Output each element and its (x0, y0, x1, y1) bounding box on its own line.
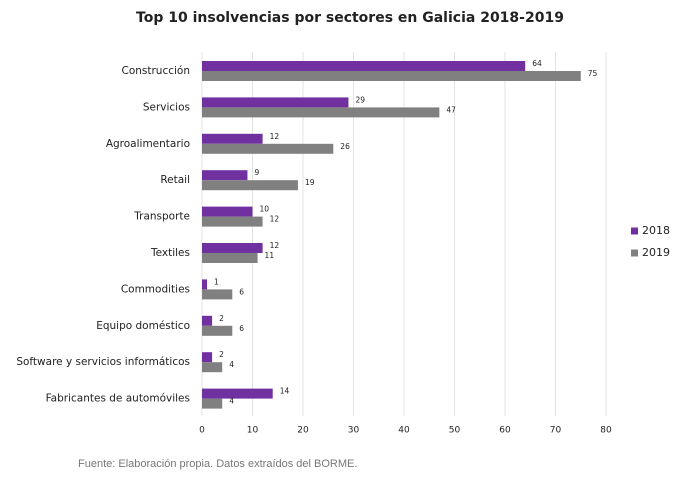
y-tick-label: Equipo doméstico (96, 320, 190, 332)
bar (202, 398, 223, 409)
bar (202, 279, 208, 290)
x-tick-label: 30 (348, 426, 360, 436)
x-tick-label: 70 (550, 426, 562, 436)
bar (202, 243, 263, 253)
bar (202, 315, 213, 326)
data-label: 1 (214, 277, 219, 286)
bar (202, 362, 223, 373)
bar (202, 143, 334, 154)
data-label: 19 (305, 178, 315, 187)
bar (202, 325, 233, 336)
data-label: 2 (219, 350, 224, 359)
y-tick-label: Commodities (121, 283, 190, 295)
x-tick-label: 60 (499, 426, 511, 436)
bar (202, 206, 253, 217)
bar (202, 107, 440, 118)
bar (202, 352, 213, 363)
bar (202, 133, 263, 144)
y-tick-label: Agroalimentario (106, 138, 190, 150)
x-tick-label: 20 (297, 426, 309, 436)
y-tick-label: Transporte (133, 211, 190, 223)
data-label: 4 (229, 360, 234, 369)
bar (202, 61, 526, 71)
x-tick-label: 40 (398, 426, 410, 436)
legend-label: 2019 (642, 246, 670, 259)
bar (202, 170, 248, 181)
data-label: 64 (532, 59, 542, 68)
x-tick-label: 0 (199, 426, 205, 436)
data-label: 6 (239, 287, 244, 296)
bar (202, 289, 233, 300)
data-label: 11 (265, 251, 275, 260)
legend-label: 2018 (642, 224, 670, 237)
data-label: 29 (355, 95, 365, 104)
y-tick-label: Retail (160, 174, 190, 186)
chart-title: Top 10 insolvencias por sectores en Gali… (136, 10, 564, 26)
x-tick-label: 50 (449, 426, 461, 436)
y-tick-label: Software y servicios informáticos (16, 356, 190, 368)
data-label: 75 (588, 69, 598, 78)
source-note: Fuente: Elaboración propia. Datos extraí… (78, 458, 357, 470)
data-label: 26 (340, 142, 350, 151)
data-label: 14 (280, 387, 290, 396)
data-label: 12 (270, 132, 280, 141)
bar (202, 97, 349, 108)
y-tick-label: Textiles (150, 247, 190, 259)
bar (202, 180, 298, 191)
data-label: 9 (254, 168, 259, 177)
bar (202, 253, 258, 263)
y-tick-label: Construcción (121, 65, 190, 77)
y-tick-label: Fabricantes de automóviles (46, 393, 190, 405)
data-label: 12 (270, 215, 280, 224)
data-label: 6 (239, 324, 244, 333)
x-tick-label: 10 (247, 426, 259, 436)
y-tick-label: Servicios (143, 101, 190, 113)
data-label: 10 (260, 205, 270, 214)
bar (202, 388, 273, 399)
bar (202, 71, 581, 81)
data-label: 12 (270, 241, 280, 250)
x-tick-label: 80 (600, 426, 612, 436)
data-label: 2 (219, 314, 224, 323)
legend-swatch (631, 249, 638, 257)
bar (202, 216, 263, 227)
legend-swatch (631, 227, 638, 235)
data-label: 4 (229, 397, 234, 406)
data-label: 47 (446, 105, 456, 114)
